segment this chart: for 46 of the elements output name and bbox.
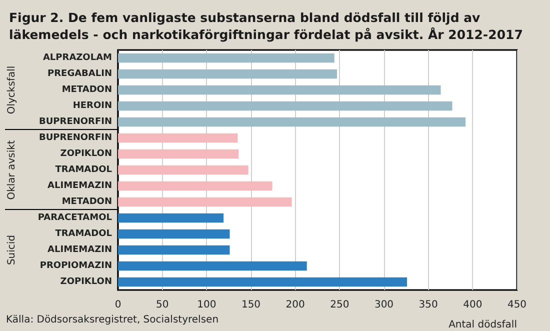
text: Källa: Dödsorsaksregistret, Socialstyrelsen bbox=[6, 314, 219, 326]
y-tick-label: ZOPIKLON bbox=[60, 149, 112, 159]
y-tick-label: ZOPIKLON bbox=[60, 277, 112, 287]
chart-title: Figur 2. De fem vanligaste substanserna bland dödsfall till följd av läkemedels - och narkotikaförgiftningar fördelat på avsikt. År 2012-2017 bbox=[9, 10, 523, 42]
bar bbox=[118, 229, 230, 239]
bar bbox=[118, 101, 452, 111]
y-tick-label: BUPRENORFIN bbox=[39, 117, 112, 127]
text: Oklar avsikt bbox=[6, 140, 18, 200]
x-tick-label: 300 bbox=[374, 300, 394, 310]
x-tick-label: 200 bbox=[286, 300, 305, 310]
text: Olycksfall bbox=[6, 66, 18, 114]
bar bbox=[118, 69, 338, 79]
bar bbox=[118, 53, 334, 63]
x-tick-label: 150 bbox=[241, 300, 261, 310]
x-tick-label: 100 bbox=[197, 300, 216, 310]
bar bbox=[118, 85, 441, 95]
bar bbox=[118, 245, 230, 255]
bar bbox=[118, 149, 239, 159]
bar bbox=[118, 261, 307, 271]
x-tick-label: 350 bbox=[418, 300, 438, 310]
y-tick-label: HEROIN bbox=[72, 101, 112, 111]
y-tick-label: ALIMEMAZIN bbox=[48, 245, 112, 255]
y-tick-label: PREGABALIN bbox=[48, 69, 112, 79]
x-tick-label: 0 bbox=[114, 300, 122, 310]
bar bbox=[118, 181, 272, 191]
x-tick-label: 450 bbox=[507, 300, 527, 310]
bar bbox=[118, 277, 408, 287]
text: Suicid bbox=[6, 234, 18, 266]
x-tick-label: 50 bbox=[156, 300, 169, 310]
bar bbox=[118, 117, 466, 127]
bar bbox=[118, 165, 248, 175]
y-tick-label: METADON bbox=[62, 197, 112, 207]
y-tick-label: BUPRENORFIN bbox=[39, 133, 112, 143]
bar bbox=[118, 133, 238, 143]
x-tick-label: 250 bbox=[330, 300, 350, 310]
y-tick-label: PROPIOMAZIN bbox=[40, 261, 112, 271]
y-tick-label: ALPRAZOLAM bbox=[42, 53, 112, 63]
y-tick-label: TRAMADOL bbox=[55, 165, 112, 175]
y-tick-label: METADON bbox=[62, 85, 112, 95]
x-axis-title: Antal dödsfall bbox=[448, 320, 517, 330]
y-tick-label: ALIMEMAZIN bbox=[48, 181, 112, 191]
bar bbox=[118, 197, 292, 207]
bar bbox=[118, 213, 224, 223]
y-tick-label: TRAMADOL bbox=[55, 229, 112, 239]
x-tick-label: 400 bbox=[463, 300, 482, 310]
y-tick-label: PARACETAMOL bbox=[38, 213, 112, 223]
